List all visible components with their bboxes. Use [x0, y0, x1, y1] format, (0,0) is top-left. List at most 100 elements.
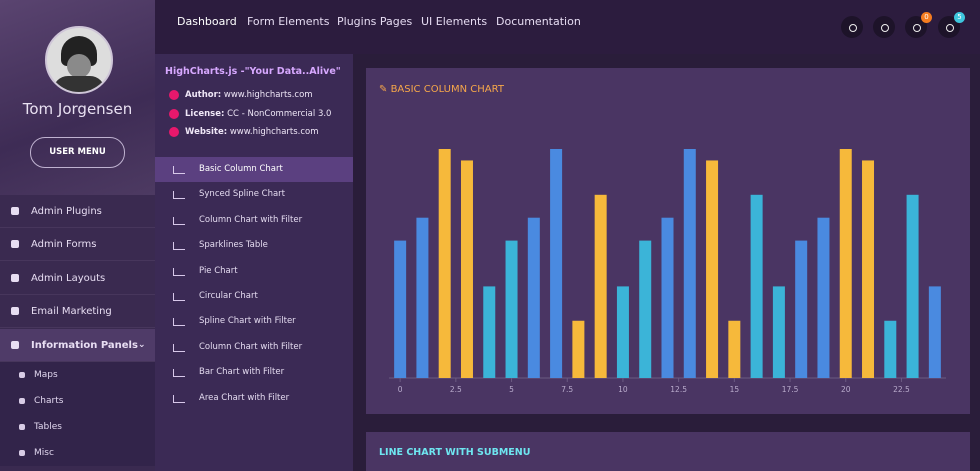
menu-icon	[173, 166, 185, 174]
chart-menu-item[interactable]: Column Chart with Filter	[155, 335, 353, 360]
bar	[483, 286, 496, 378]
nav-link[interactable]: Plugins Pages	[337, 15, 413, 28]
info-label: Website:	[185, 127, 228, 137]
chevron: ⌄	[138, 340, 146, 350]
chart-menu-item[interactable]: Bar Chart with Filter	[155, 360, 353, 385]
x-tick-label: 10	[618, 385, 628, 394]
bar	[884, 320, 897, 378]
profile-name: Tom Jorgensen	[22, 100, 133, 118]
chart-menu-item[interactable]: Spline Chart with Filter	[155, 309, 353, 334]
menu-icon	[173, 318, 185, 327]
bar	[906, 194, 919, 378]
sidebar-icon	[11, 274, 19, 282]
chart-menu-item[interactable]: Synced Spline Chart	[155, 182, 353, 207]
subitem-icon	[19, 450, 25, 456]
top-bar: Dashboard Form Elements Plugins Pages UI El…	[155, 0, 980, 54]
bar	[839, 149, 852, 378]
button-icon	[849, 24, 857, 32]
x-tick-label: 20	[841, 385, 851, 394]
chart-menu-item[interactable]: Sparklines Table	[155, 233, 353, 258]
subitem-icon	[19, 398, 25, 404]
info-icon	[169, 90, 179, 100]
chart-menu-item[interactable]: Circular Chart	[155, 284, 353, 309]
x-tick-label: 17.5	[782, 385, 799, 394]
search-button[interactable]	[841, 16, 863, 38]
sidebar-subitem[interactable]: Misc	[0, 440, 155, 466]
user-menu-button[interactable]: USER MENU	[30, 137, 125, 168]
menu-icon	[173, 242, 185, 251]
menu-icon	[173, 267, 185, 276]
sidebar-item[interactable]: Admin Plugins	[0, 195, 155, 228]
chart-menu-item[interactable]: Pie Chart	[155, 259, 353, 284]
sidebar-subitem[interactable]: Tables	[0, 414, 155, 440]
x-tick-label: 15	[730, 385, 740, 394]
chart-panel: HighCharts.js -"Your Data..Alive" Author…	[155, 54, 353, 471]
menu-icon	[173, 216, 185, 225]
x-tick-label: 2.5	[450, 385, 462, 394]
info-value: www.highcharts.com	[223, 90, 313, 100]
bar	[572, 320, 585, 378]
bar	[550, 149, 563, 378]
nav-link[interactable]: UI Elements	[421, 15, 488, 28]
sidebar-item[interactable]: Admin Forms	[0, 228, 155, 261]
info-label: Author:	[185, 90, 222, 100]
bar	[416, 217, 429, 378]
sidebar-icon	[11, 341, 19, 349]
sidebar-icon	[11, 240, 19, 248]
bar	[460, 160, 473, 378]
chart-card: ✎ BASIC COLUMN CHART 0 2.5 5 7.5 10 12.5 15 17.…	[366, 68, 970, 414]
sidebar-item[interactable]: Information Panels ⌄	[0, 329, 155, 362]
bar	[750, 194, 763, 378]
menu-icon	[173, 369, 185, 378]
bar	[795, 240, 808, 378]
button-icon	[881, 24, 889, 32]
info-icon	[169, 127, 179, 137]
x-tick-label: 7.5	[561, 385, 573, 394]
expand-button[interactable]	[873, 16, 895, 38]
bar	[639, 240, 652, 378]
chart-menu-item[interactable]: Basic Column Chart	[155, 157, 353, 182]
sidebar-icon	[11, 207, 19, 215]
button-icon	[946, 24, 954, 32]
bar	[594, 194, 607, 378]
bar	[728, 320, 741, 378]
sidebar: Tom Jorgensen USER MENU Admin Plugins Adm…	[0, 0, 155, 471]
x-tick-label: 5	[509, 385, 514, 394]
x-tick-label: 12.5	[670, 385, 687, 394]
sidebar-subitem[interactable]: Charts	[0, 388, 155, 414]
bar	[862, 160, 875, 378]
bar	[683, 149, 696, 378]
panel-title: HighCharts.js -"Your Data..Alive"	[165, 66, 341, 77]
nav-link[interactable]: Dashboard	[177, 15, 237, 28]
messages-button[interactable]	[938, 16, 960, 38]
subitem-icon	[19, 424, 25, 430]
info-value: CC - NonCommercial 3.0	[227, 108, 332, 119]
info-row: Website: www.highcharts.com	[185, 127, 319, 137]
chart-menu-item[interactable]: Area Chart with Filter	[155, 386, 353, 411]
card-title: LINE CHART WITH SUBMENU	[379, 447, 531, 458]
sidebar-item[interactable]: Admin Layouts	[0, 262, 155, 295]
chart-card-title: ✎ BASIC COLUMN CHART	[379, 84, 504, 95]
info-value: www.highcharts.com	[229, 127, 319, 137]
info-row: License: CC - NonCommercial 3.0	[185, 109, 331, 119]
bar	[661, 217, 674, 378]
notifications-button[interactable]	[905, 16, 927, 38]
bar	[394, 240, 407, 378]
bar	[817, 217, 830, 378]
bar	[706, 160, 719, 378]
message-badge: 5	[954, 12, 965, 23]
info-row: Author: www.highcharts.com	[185, 90, 313, 100]
sidebar-item[interactable]: Email Marketing	[0, 295, 155, 328]
bar	[505, 240, 518, 378]
bar	[527, 217, 540, 378]
nav-link[interactable]: Documentation	[496, 15, 581, 28]
chart-menu-item[interactable]: Column Chart with Filter	[155, 208, 353, 233]
nav-link[interactable]: Form Elements	[247, 15, 330, 28]
x-tick-label: 0	[398, 385, 403, 394]
button-icon	[913, 24, 921, 32]
chart: 0 2.5 5 7.5 10 12.5 15 17.5 20 22.5	[389, 149, 946, 394]
info-icon	[169, 108, 179, 119]
subitem-icon	[19, 372, 25, 378]
bar	[616, 286, 629, 378]
sidebar-subitem[interactable]: Maps	[0, 362, 155, 388]
